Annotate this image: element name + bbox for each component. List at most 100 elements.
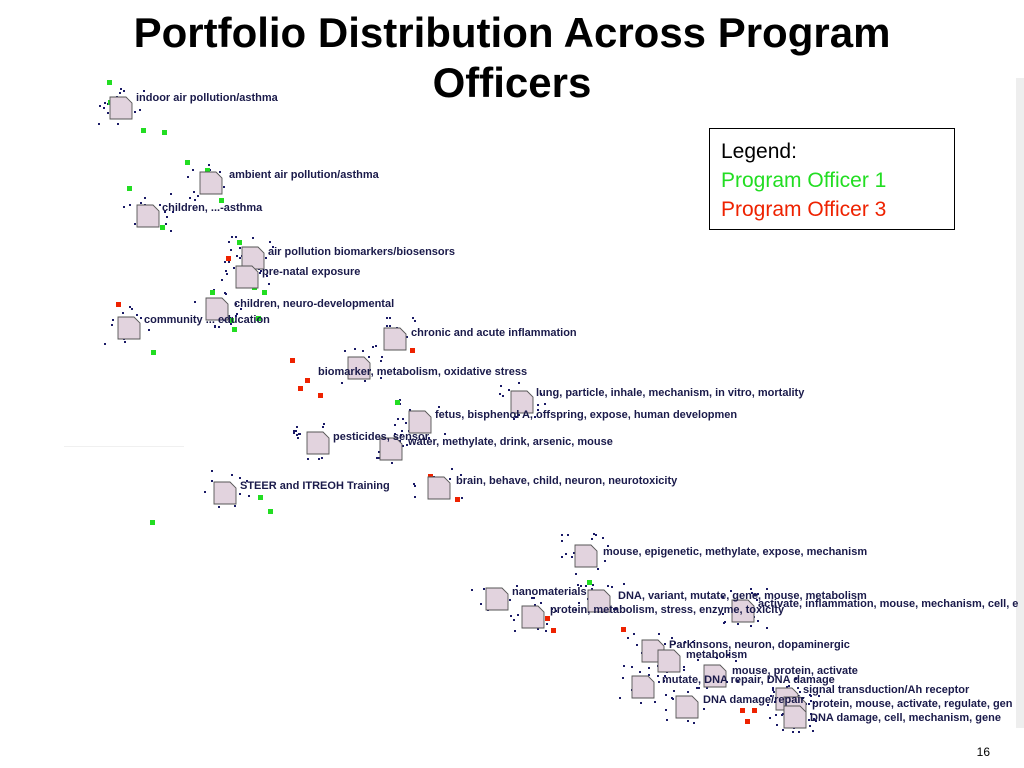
document-dot [531, 597, 533, 599]
document-dot [265, 257, 267, 259]
document-dot [812, 730, 814, 732]
program-officer-3-mark [318, 393, 323, 398]
document-dot [781, 714, 783, 716]
topic-node-icon [574, 544, 598, 568]
document-dot [211, 480, 213, 482]
topic-label: fetus, bisphenol A, offspring, expose, h… [435, 409, 737, 421]
topic-node-icon [136, 204, 160, 228]
document-dot [592, 584, 594, 586]
document-dot [772, 687, 774, 689]
topic-label: children, ...-asthma [162, 202, 263, 214]
document-dot [397, 418, 399, 420]
document-dot [197, 195, 199, 197]
program-officer-1-mark [268, 509, 273, 514]
document-dot [120, 88, 122, 90]
document-dot [658, 681, 660, 683]
topic-label: indoor air pollution/asthma [136, 92, 279, 104]
document-dot [234, 505, 236, 507]
document-dot [631, 666, 633, 668]
document-dot [412, 317, 414, 319]
document-dot [773, 691, 775, 693]
document-dot [611, 586, 613, 588]
document-dot [99, 105, 101, 107]
document-dot [406, 336, 408, 338]
topic-node [703, 664, 727, 688]
program-officer-3-mark [745, 719, 750, 724]
document-dot [211, 470, 213, 472]
document-dot [671, 697, 673, 699]
document-dot [402, 445, 404, 447]
program-officer-1-mark [107, 80, 112, 85]
topic-node [485, 587, 509, 611]
topic-label: STEER and ITREOH Training [240, 480, 390, 492]
document-dot [799, 691, 801, 693]
document-dot [737, 680, 739, 682]
document-dot [518, 414, 520, 416]
document-dot [170, 193, 172, 195]
document-dot [272, 246, 274, 248]
document-dot [428, 437, 430, 439]
program-officer-1-mark [219, 198, 224, 203]
document-dot [792, 731, 794, 733]
document-dot [665, 694, 667, 696]
document-dot [540, 602, 542, 604]
document-dot [143, 90, 145, 92]
topic-label: ambient air pollution/asthma [229, 169, 380, 181]
document-dot [551, 608, 553, 610]
topic-node-icon [408, 410, 432, 434]
document-dot [666, 719, 668, 721]
document-dot [766, 627, 768, 629]
document-dot [534, 604, 536, 606]
topic-label: DNA, variant, mutate, gene, mouse, metab… [618, 590, 867, 602]
document-dot [795, 678, 797, 680]
document-dot [225, 293, 227, 295]
program-officer-1-mark [162, 130, 167, 135]
topic-label: Parkinsons, neuron, dopaminergic [669, 639, 850, 651]
topic-label: children, neuro-developmental [234, 298, 394, 310]
document-dot [537, 628, 539, 630]
document-dot [376, 457, 378, 459]
document-dot [683, 666, 685, 668]
document-dot [134, 223, 136, 225]
document-dot [298, 433, 300, 435]
document-dot [221, 279, 223, 281]
document-dot [737, 623, 739, 625]
document-dot [575, 609, 577, 611]
document-dot [580, 585, 582, 587]
document-dot [122, 312, 124, 314]
document-dot [757, 620, 759, 622]
topic-label: protein, metabolism, stress, enzyme, tox… [550, 604, 785, 616]
topic-node-icon [379, 437, 403, 461]
document-dot [517, 614, 519, 616]
legend-item-program-officer-1: Program Officer 1 [721, 169, 887, 192]
document-dot [159, 204, 161, 206]
document-dot [499, 393, 501, 395]
document-dot [751, 592, 753, 594]
topic-label: mutate, DNA repair, DNA damage [662, 674, 835, 686]
document-dot [380, 377, 382, 379]
document-dot [123, 206, 125, 208]
document-dot [322, 426, 324, 428]
document-dot [722, 596, 724, 598]
document-dot [786, 686, 788, 688]
document-dot [231, 474, 233, 476]
document-dot [268, 283, 270, 285]
document-dot [293, 432, 295, 434]
topic-node [731, 599, 755, 623]
document-dot [381, 356, 383, 358]
topic-node [574, 544, 598, 568]
document-dot [354, 348, 356, 350]
slide-title: Portfolio Distribution Across Program Of… [133, 9, 891, 106]
document-dot [380, 360, 382, 362]
document-dot [386, 325, 388, 327]
document-dot [500, 385, 502, 387]
topic-node [783, 705, 807, 729]
document-dot [810, 700, 812, 702]
topic-node-icon [703, 664, 727, 688]
document-dot [597, 568, 599, 570]
document-dot [438, 406, 440, 408]
document-dot [654, 701, 656, 703]
document-dot [577, 584, 579, 586]
document-dot [192, 169, 194, 171]
